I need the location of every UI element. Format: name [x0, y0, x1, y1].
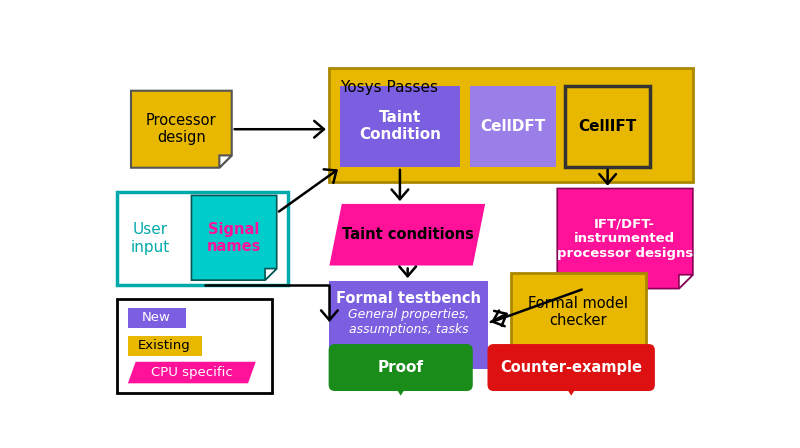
- Text: Formal model
checker: Formal model checker: [528, 296, 628, 328]
- Polygon shape: [393, 383, 409, 396]
- Text: Yosys Passes: Yosys Passes: [340, 80, 438, 95]
- Bar: [330, 281, 488, 370]
- Text: New: New: [142, 311, 171, 324]
- Text: Processor
design: Processor design: [146, 113, 217, 146]
- Polygon shape: [563, 383, 579, 396]
- Text: Taint conditions: Taint conditions: [342, 227, 474, 242]
- Polygon shape: [128, 362, 256, 383]
- Bar: [565, 86, 650, 167]
- Text: Signal
names: Signal names: [207, 222, 262, 254]
- Text: General properties,
assumptions, tasks: General properties, assumptions, tasks: [348, 308, 469, 336]
- Polygon shape: [265, 269, 277, 280]
- Bar: [128, 336, 202, 356]
- Polygon shape: [558, 189, 693, 289]
- Text: Existing: Existing: [138, 339, 190, 352]
- Bar: [117, 299, 272, 392]
- Polygon shape: [219, 155, 232, 168]
- Bar: [329, 68, 693, 181]
- Polygon shape: [330, 204, 485, 266]
- FancyBboxPatch shape: [487, 344, 655, 391]
- Text: CellIFT: CellIFT: [578, 119, 637, 134]
- Bar: [117, 192, 287, 285]
- Text: CPU specific: CPU specific: [150, 366, 232, 379]
- Bar: [340, 86, 460, 167]
- Bar: [128, 308, 186, 328]
- Text: IFT/DFT-
instrumented
processor designs: IFT/DFT- instrumented processor designs: [557, 217, 693, 260]
- FancyBboxPatch shape: [329, 344, 473, 391]
- Text: Taint
Condition: Taint Condition: [359, 110, 441, 142]
- Text: Formal testbench: Formal testbench: [336, 291, 481, 306]
- Polygon shape: [679, 275, 693, 289]
- Text: CellDFT: CellDFT: [481, 119, 546, 134]
- Bar: [510, 273, 646, 350]
- Text: Counter-example: Counter-example: [500, 361, 642, 375]
- Text: User
input: User input: [130, 222, 170, 255]
- Bar: [470, 86, 556, 167]
- Polygon shape: [131, 90, 232, 168]
- Polygon shape: [191, 195, 277, 280]
- Text: Proof: Proof: [378, 361, 424, 375]
